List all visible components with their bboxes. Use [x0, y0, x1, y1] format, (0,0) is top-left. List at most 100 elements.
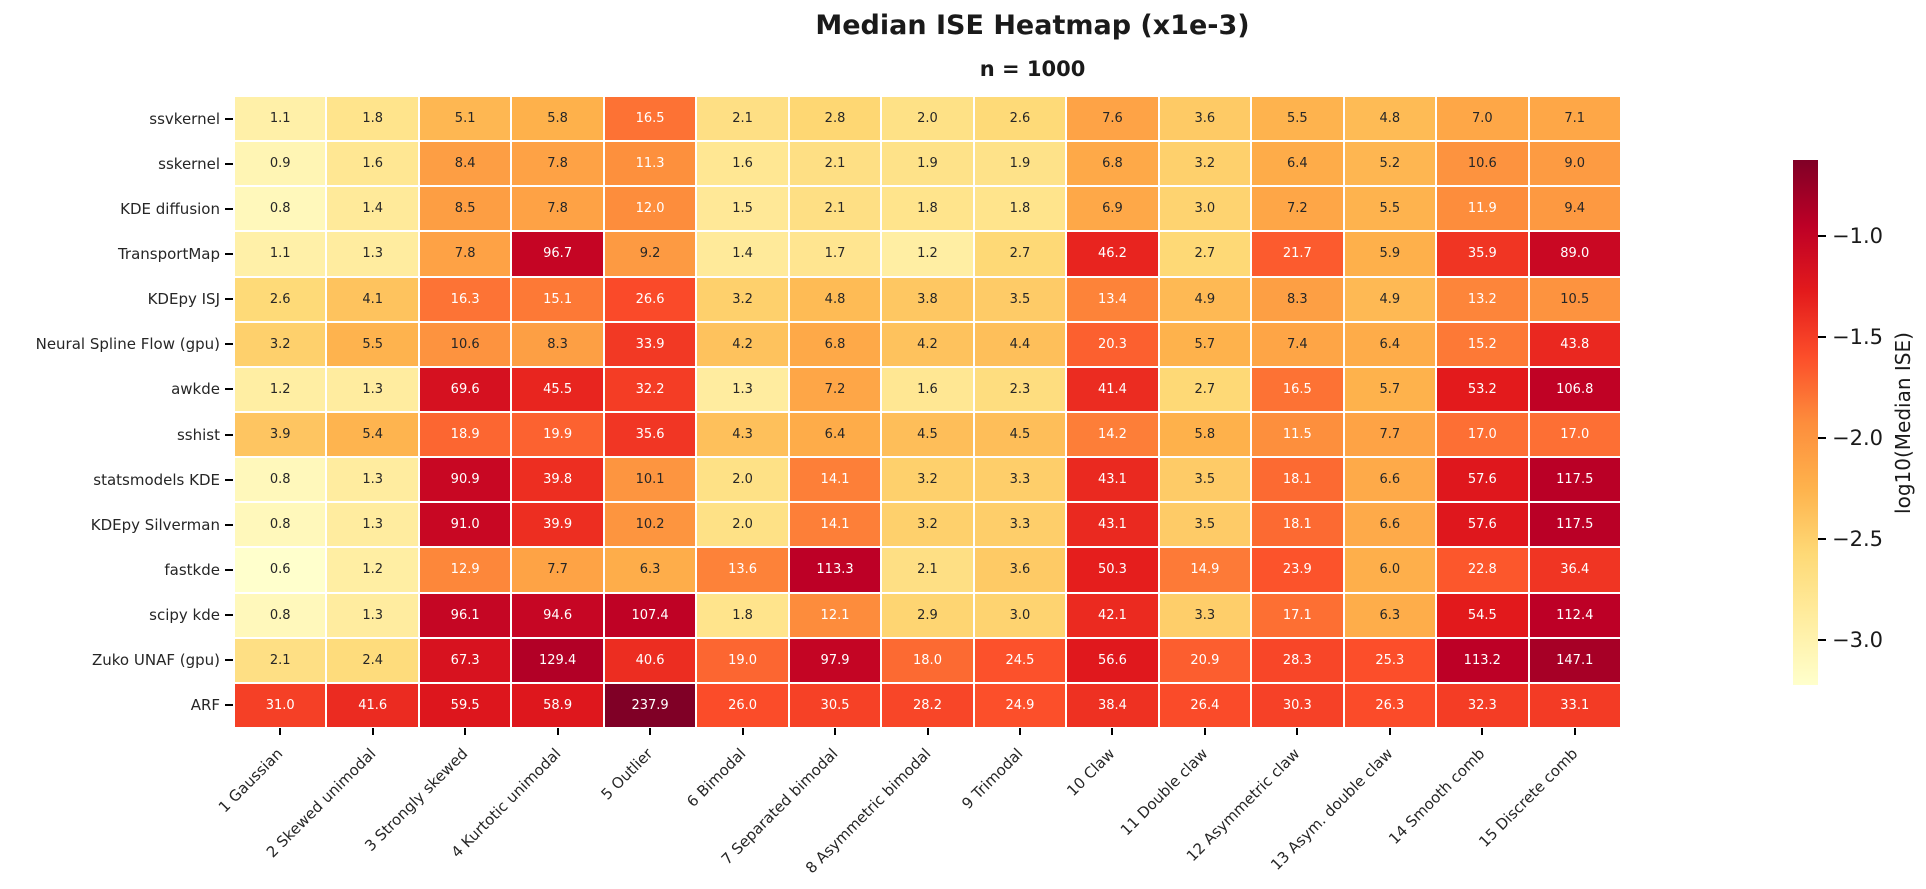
heatmap-cell: 3.2 [1159, 142, 1251, 186]
heatmap-cell: 1.4 [697, 232, 788, 276]
heatmap-cell: 59.5 [419, 683, 511, 727]
heatmap-cell: 7.7 [1344, 413, 1436, 457]
heatmap-cell: 30.3 [1252, 683, 1343, 727]
heatmap-cell: 2.1 [882, 548, 973, 592]
heatmap-cell: 18.1 [1252, 458, 1343, 502]
heatmap-cell: 17.0 [1529, 413, 1620, 457]
heatmap-cell: 117.5 [1529, 458, 1620, 502]
row-label: KDEpy ISJ [0, 278, 233, 321]
row-label-text: ssvkernel [149, 109, 220, 128]
row-label: awkde [0, 368, 233, 411]
heatmap-cell: 8.5 [419, 187, 511, 231]
row-label: sshist [0, 413, 233, 456]
heatmap-cell: 89.0 [1529, 232, 1620, 276]
heatmap-cell: 8.3 [512, 322, 603, 366]
heatmap-cell: 6.6 [1344, 458, 1436, 502]
heatmap-cell: 1.8 [697, 593, 788, 637]
heatmap-cell: 40.6 [604, 638, 696, 682]
heatmap-cell: 1.9 [974, 142, 1066, 186]
heatmap-cell: 42.1 [1067, 593, 1158, 637]
heatmap-cell: 17.1 [1252, 593, 1343, 637]
heatmap-cell: 26.6 [604, 277, 696, 321]
row-label: sskernel [0, 142, 233, 185]
heatmap-cell: 1.3 [327, 232, 418, 276]
heatmap-cell: 19.0 [697, 638, 788, 682]
colorbar-tick-mark [1818, 437, 1826, 440]
heatmap-cell: 107.4 [604, 593, 696, 637]
x-tick-mark [834, 728, 837, 735]
heatmap-cell: 3.2 [882, 503, 973, 547]
row-label: ARF [0, 684, 233, 727]
heatmap-cell: 14.2 [1067, 413, 1158, 457]
y-tick-mark [225, 343, 233, 346]
heatmap-cell: 6.4 [1252, 142, 1343, 186]
heatmap-cell: 96.1 [419, 593, 511, 637]
heatmap-cell: 2.6 [974, 97, 1066, 141]
heatmap-cell: 53.2 [1437, 367, 1528, 411]
heatmap-cell: 6.4 [1344, 322, 1436, 366]
heatmap-cell: 6.4 [789, 413, 881, 457]
heatmap-cell: 2.1 [235, 638, 326, 682]
y-tick-mark [225, 568, 233, 571]
heatmap-cell: 3.3 [974, 503, 1066, 547]
heatmap-cell: 58.9 [512, 683, 603, 727]
heatmap-cell: 3.9 [235, 413, 326, 457]
x-tick-mark [279, 728, 282, 735]
heatmap-cell: 21.7 [1252, 232, 1343, 276]
heatmap-cell: 14.9 [1159, 548, 1251, 592]
heatmap-cell: 0.6 [235, 548, 326, 592]
heatmap-cell: 20.3 [1067, 322, 1158, 366]
heatmap-cell: 13.2 [1437, 277, 1528, 321]
colorbar-tick-label: −1.5 [1832, 325, 1883, 350]
heatmap-cell: 4.8 [789, 277, 881, 321]
heatmap-cell: 0.8 [235, 503, 326, 547]
colorbar-tick-mark [1818, 235, 1826, 238]
x-tick-mark [371, 728, 374, 735]
heatmap-cell: 2.0 [697, 503, 788, 547]
heatmap-cell: 2.3 [974, 367, 1066, 411]
heatmap-cell: 14.1 [789, 458, 881, 502]
heatmap-cell: 113.3 [789, 548, 881, 592]
heatmap-cell: 6.8 [789, 322, 881, 366]
heatmap-cell: 7.8 [419, 232, 511, 276]
row-label-text: sskernel [158, 154, 220, 173]
heatmap-cell: 4.2 [882, 322, 973, 366]
heatmap-cell: 17.0 [1437, 413, 1528, 457]
y-tick-mark [225, 298, 233, 301]
heatmap-cell: 45.5 [512, 367, 603, 411]
heatmap-cell: 13.6 [697, 548, 788, 592]
heatmap-cell: 3.5 [1159, 458, 1251, 502]
row-label: scipy kde [0, 594, 233, 637]
x-tick-mark [1481, 728, 1484, 735]
y-tick-mark [225, 614, 233, 617]
heatmap-cell: 5.1 [419, 97, 511, 141]
y-tick-mark [225, 704, 233, 707]
heatmap-cell: 56.6 [1067, 638, 1158, 682]
x-tick-mark [1573, 728, 1576, 735]
heatmap-cell: 1.7 [789, 232, 881, 276]
heatmap-cell: 4.8 [1344, 97, 1436, 141]
heatmap-cell: 43.1 [1067, 458, 1158, 502]
heatmap-cell: 19.9 [512, 413, 603, 457]
heatmap-cell: 7.6 [1067, 97, 1158, 141]
heatmap-cell: 97.9 [789, 638, 881, 682]
heatmap-cell: 3.3 [974, 458, 1066, 502]
heatmap-cell: 20.9 [1159, 638, 1251, 682]
x-tick-mark [649, 728, 652, 735]
heatmap-cell: 1.3 [327, 367, 418, 411]
heatmap-cell: 7.2 [1252, 187, 1343, 231]
heatmap-cell: 10.6 [1437, 142, 1528, 186]
heatmap-cell: 0.8 [235, 458, 326, 502]
row-label-text: sshist [176, 425, 220, 444]
heatmap-cell: 9.2 [604, 232, 696, 276]
heatmap-cell: 7.0 [1437, 97, 1528, 141]
heatmap-cell: 5.8 [1159, 413, 1251, 457]
row-label-text: Zuko UNAF (gpu) [92, 651, 220, 670]
heatmap-cell: 50.3 [1067, 548, 1158, 592]
heatmap-cell: 32.2 [604, 367, 696, 411]
row-label-text: ARF [190, 696, 220, 715]
heatmap-cell: 4.4 [974, 322, 1066, 366]
heatmap-cell: 112.4 [1529, 593, 1620, 637]
heatmap-cell: 43.1 [1067, 503, 1158, 547]
